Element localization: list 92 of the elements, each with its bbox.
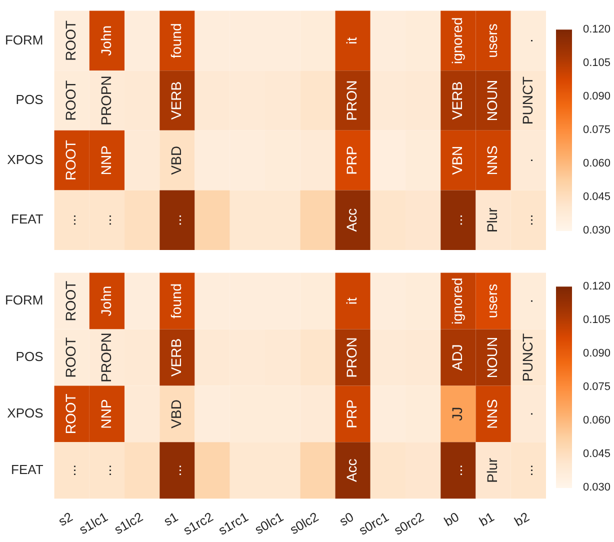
data-label: VBD [168, 400, 184, 428]
color-bar-label: 0.060 [583, 158, 611, 170]
x-tick-label: s0lc1 [252, 509, 286, 538]
data-label: ... [519, 464, 536, 476]
x-tick-label: s0lc2 [287, 509, 321, 538]
x-tick-label: s2 [56, 509, 76, 529]
data-label: PROPN [98, 76, 114, 126]
data-label: PRON [344, 80, 360, 121]
data-label: found [168, 23, 184, 58]
data-label: VERB [449, 81, 466, 120]
data-label: ROOT [62, 393, 79, 434]
data-label: ... [62, 464, 79, 476]
data-label: Acc [344, 458, 360, 482]
y-tick-label: POS [16, 92, 44, 108]
y-tick-label: FEAT [11, 462, 44, 477]
color-bar-label: 0.045 [583, 448, 611, 460]
data-label: NNP [98, 399, 114, 429]
y-tick-label: FORM [4, 32, 44, 48]
data-label: ROOT [62, 280, 79, 322]
data-label: it [344, 297, 360, 305]
data-label: . [519, 299, 536, 303]
data-label: VERB [168, 81, 184, 120]
data-label: PRON [344, 337, 360, 378]
color-bar-label: 0.075 [583, 124, 611, 136]
data-label: PRP [344, 400, 360, 428]
data-label: VERB [168, 338, 184, 377]
color-bar-label: 0.075 [583, 381, 611, 394]
data-label: John [98, 286, 114, 316]
color-bar-label: 0.045 [583, 190, 611, 203]
data-label: ROOT [62, 336, 79, 378]
data-label: John [98, 26, 114, 56]
color-bar-label: 0.105 [583, 57, 611, 70]
x-tick-label: s1rc1 [216, 509, 251, 538]
data-label: NNP [98, 146, 114, 176]
data-label: . [519, 38, 536, 43]
data-label: ... [449, 464, 466, 476]
data-label: users [484, 284, 500, 318]
data-label: ROOT [62, 20, 79, 61]
color-bar-label: 0.090 [583, 90, 611, 103]
data-label: Acc [344, 208, 360, 232]
x-tick-label: s0rc2 [391, 509, 426, 538]
data-label: NOUN [484, 80, 500, 122]
data-label: ... [98, 464, 114, 476]
data-label: ignored [449, 17, 466, 64]
x-tick-label: b2 [512, 509, 532, 530]
y-tick-label: XPOS [7, 152, 44, 167]
data-label: it [344, 37, 360, 44]
y-tick-label: FEAT [11, 212, 44, 227]
data-label: PUNCT [519, 76, 536, 125]
data-label: ROOT [62, 80, 79, 121]
data-label: NOUN [484, 336, 500, 378]
data-label: VBD [168, 146, 184, 175]
data-label: PROPN [98, 332, 114, 382]
data-label: ... [519, 214, 536, 226]
data-label: Plur [484, 207, 500, 233]
data-label: ADJ [449, 344, 466, 371]
x-tick-label: b0 [441, 509, 462, 530]
color-bar-label: 0.105 [583, 314, 611, 326]
color-bar-label: 0.120 [583, 24, 611, 36]
x-tick-label: s0 [336, 509, 356, 529]
data-label: Plur [484, 458, 500, 483]
x-tick-label: s1lc2 [112, 509, 146, 538]
data-label: found [168, 284, 184, 319]
y-tick-label: POS [16, 349, 44, 364]
x-tick-label: s0rc1 [356, 509, 392, 538]
data-label: NNS [484, 399, 500, 429]
x-tick-label: s1rc2 [180, 509, 216, 538]
x-tick-label: s1lc1 [76, 509, 110, 538]
data-label: ignored [449, 278, 466, 324]
data-label: ... [62, 214, 79, 226]
y-tick-label: FORM [4, 292, 44, 308]
data-label: ... [168, 214, 184, 226]
color-bar-label: 0.030 [583, 224, 611, 236]
data-label: ... [168, 464, 184, 476]
data-label: JJ [449, 406, 466, 421]
y-tick-label: XPOS [7, 406, 44, 420]
color-bar-label: 0.030 [583, 481, 611, 494]
data-label: NNS [484, 146, 500, 176]
data-label: ROOT [62, 140, 79, 181]
data-label: . [519, 412, 536, 416]
color-bar-label: 0.120 [583, 280, 611, 293]
x-tick-label: b1 [476, 509, 497, 530]
x-tick-label: s1 [161, 509, 180, 529]
data-label: . [519, 158, 536, 162]
data-label: users [484, 24, 500, 58]
data-label: PRP [344, 146, 360, 175]
color-bar-label: 0.090 [583, 348, 611, 360]
data-label: PUNCT [519, 332, 536, 382]
data-label: ... [449, 214, 466, 226]
color-bar-label: 0.060 [583, 414, 611, 426]
data-label: VBN [449, 146, 466, 175]
data-label: ... [98, 214, 114, 226]
